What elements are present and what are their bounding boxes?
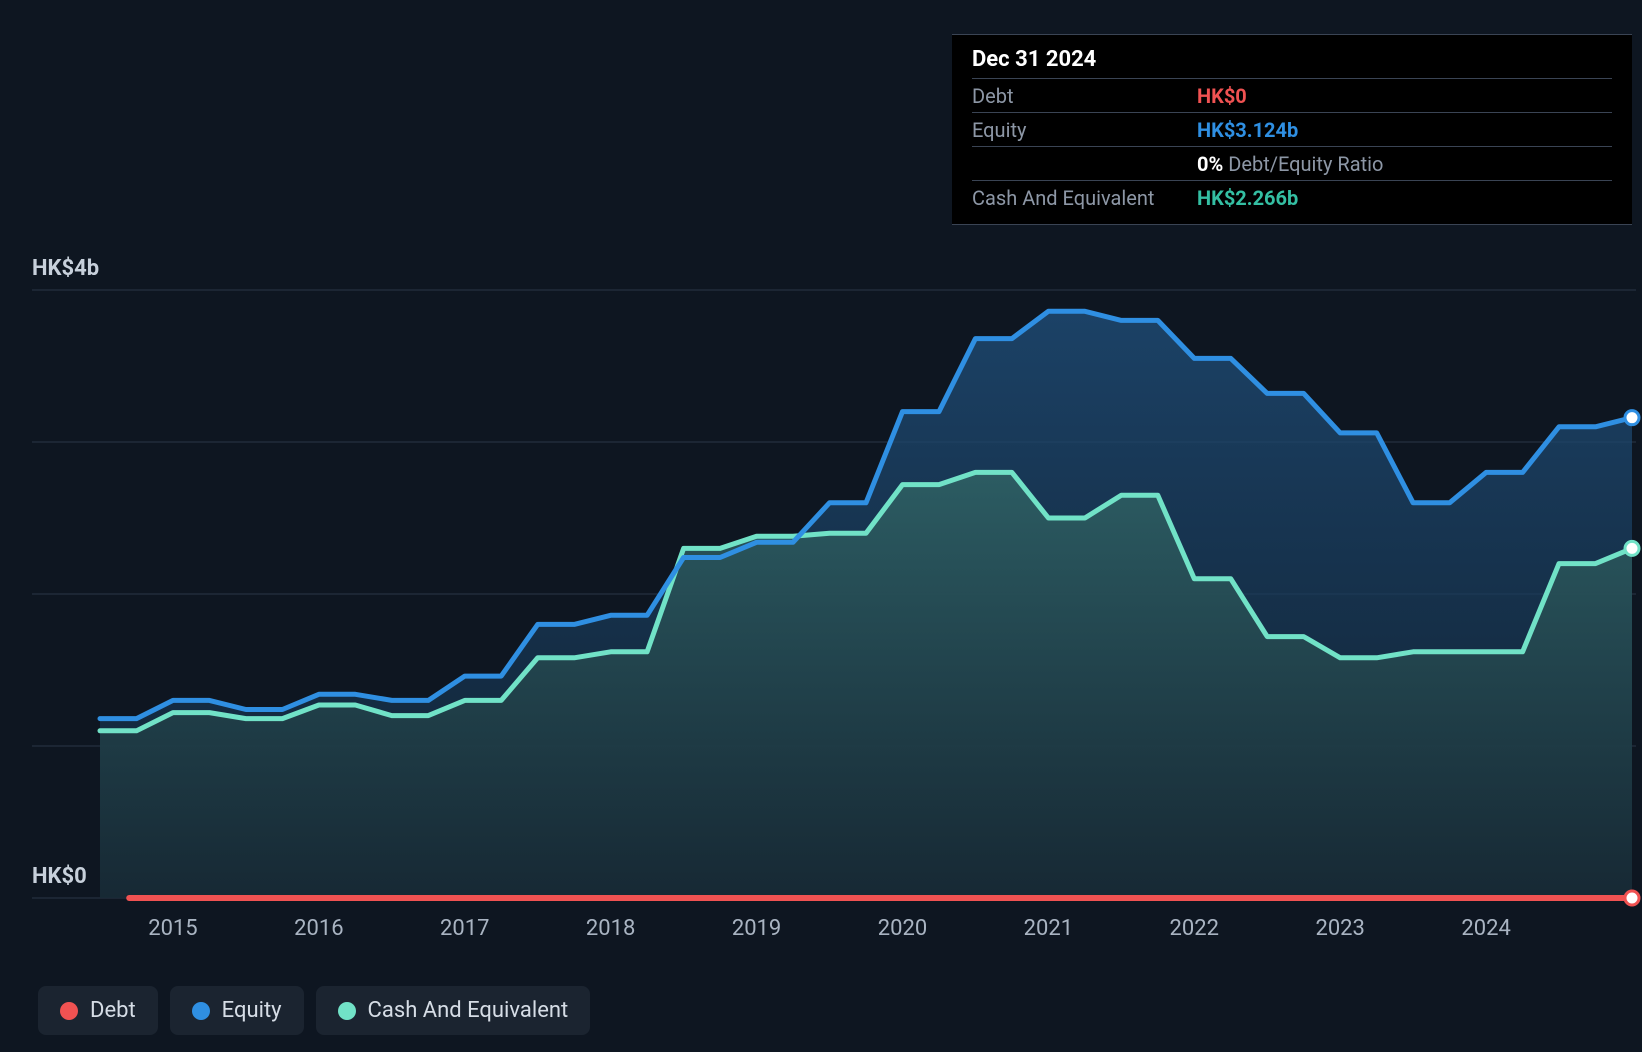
tooltip-row-value: 0% Debt/Equity Ratio	[1197, 152, 1383, 176]
x-axis-tick-label: 2021	[1024, 916, 1073, 941]
cash-and-equivalent-end-marker	[1625, 541, 1639, 555]
x-axis-tick-label: 2015	[148, 916, 197, 941]
x-axis-tick-label: 2020	[878, 916, 927, 941]
legend-item-cash-and-equivalent[interactable]: Cash And Equivalent	[316, 986, 591, 1035]
legend-item-label: Cash And Equivalent	[368, 998, 569, 1023]
x-axis-tick-label: 2018	[586, 916, 635, 941]
x-axis-tick-label: 2017	[440, 916, 489, 941]
debt-end-marker	[1625, 891, 1639, 905]
tooltip-row-label: Cash And Equivalent	[972, 186, 1197, 210]
tooltip-row-value: HK$3.124b	[1197, 118, 1298, 142]
legend-item-debt[interactable]: Debt	[38, 986, 158, 1035]
equity-end-marker	[1625, 411, 1639, 425]
legend-dot-icon	[60, 1002, 78, 1020]
tooltip-row-label: Debt	[972, 84, 1197, 108]
x-axis-tick-label: 2024	[1461, 916, 1510, 941]
tooltip-row-label	[972, 152, 1197, 176]
tooltip-row: EquityHK$3.124b	[972, 112, 1612, 146]
legend-dot-icon	[338, 1002, 356, 1020]
chart-legend: Debt Equity Cash And Equivalent	[38, 986, 590, 1035]
tooltip-row-value: HK$2.266b	[1197, 186, 1298, 210]
x-axis-tick-label: 2016	[294, 916, 343, 941]
chart-tooltip: Dec 31 2024 DebtHK$0EquityHK$3.124b0% De…	[952, 34, 1632, 225]
y-axis-tick-label: HK$4b	[32, 256, 99, 281]
legend-item-label: Equity	[222, 998, 282, 1023]
x-axis-tick-label: 2022	[1170, 916, 1219, 941]
tooltip-row-value: HK$0	[1197, 84, 1247, 108]
tooltip-row-label: Equity	[972, 118, 1197, 142]
legend-item-equity[interactable]: Equity	[170, 986, 304, 1035]
legend-dot-icon	[192, 1002, 210, 1020]
x-axis-tick-label: 2019	[732, 916, 781, 941]
y-axis-tick-label: HK$0	[32, 864, 87, 889]
tooltip-row: Cash And EquivalentHK$2.266b	[972, 180, 1612, 214]
debt-equity-chart: HK$0 HK$4b 2015 2016 2017 2018 2019 2020 2021 20…	[0, 0, 1642, 1052]
tooltip-date: Dec 31 2024	[972, 47, 1612, 78]
x-axis-tick-label: 2023	[1315, 916, 1364, 941]
legend-item-label: Debt	[90, 998, 136, 1023]
tooltip-row: 0% Debt/Equity Ratio	[972, 146, 1612, 180]
tooltip-row: DebtHK$0	[972, 78, 1612, 112]
